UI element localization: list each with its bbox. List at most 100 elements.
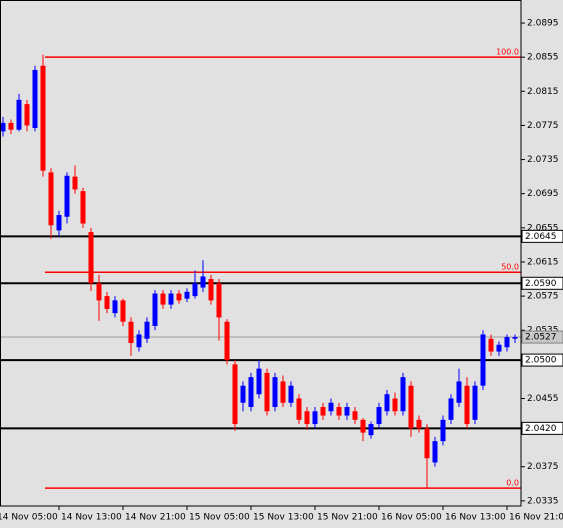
candle-body xyxy=(136,334,142,348)
x-tick-label: 15 Nov 13:00 xyxy=(253,513,314,523)
candle-body xyxy=(256,368,262,395)
candle-body xyxy=(112,300,118,314)
candle-body xyxy=(496,344,502,352)
candle-body xyxy=(288,385,294,403)
level-price-label: 2.0500 xyxy=(525,356,557,366)
axes: 2.03352.03752.04552.05352.05752.06152.06… xyxy=(521,19,563,506)
candle-body xyxy=(344,407,350,416)
level-price-box xyxy=(521,229,563,243)
candle-body xyxy=(16,99,22,130)
y-tick-label: 2.0375 xyxy=(527,462,559,472)
candle-body xyxy=(176,293,182,301)
fib-label: 100.0 xyxy=(496,48,519,57)
candle-body xyxy=(200,276,206,288)
candle-body xyxy=(456,381,462,403)
candle-body xyxy=(448,398,454,420)
candle-body xyxy=(488,338,494,352)
candle-body xyxy=(80,191,86,224)
candle-body xyxy=(48,172,54,226)
candle-body xyxy=(312,411,318,425)
candle-body xyxy=(424,428,430,459)
candle-body xyxy=(88,232,94,284)
candle-body xyxy=(408,385,414,429)
candle-body xyxy=(264,372,270,412)
y-tick-label: 2.0895 xyxy=(527,19,559,29)
candle-body xyxy=(320,407,326,416)
current-price-label: 2.0527 xyxy=(525,333,557,343)
x-tick-label: 16 Nov 13:00 xyxy=(445,513,506,523)
y-tick-label: 2.0615 xyxy=(527,257,559,267)
y-tick-label: 2.0455 xyxy=(527,394,559,404)
level-price-box xyxy=(521,421,563,435)
candle-body xyxy=(304,411,310,425)
candle-body xyxy=(352,411,358,420)
y-tick-label: 2.0695 xyxy=(527,189,559,199)
candle-body xyxy=(384,394,390,412)
candle-body xyxy=(216,283,222,318)
candle-body xyxy=(480,334,486,386)
x-tick-label: 16 Nov 21:00 xyxy=(509,513,563,523)
candle-body xyxy=(72,176,78,190)
candle-body xyxy=(232,364,238,425)
y-tick-label: 2.0855 xyxy=(527,53,559,63)
candle-body xyxy=(96,283,102,301)
y-tick-label: 2.0815 xyxy=(527,87,559,97)
y-tick-label: 2.0335 xyxy=(527,496,559,506)
candle-body xyxy=(224,321,230,361)
candle-body xyxy=(272,377,278,408)
candle-body xyxy=(208,279,214,301)
y-tick-label: 2.0655 xyxy=(527,223,559,233)
candle-body xyxy=(8,122,14,130)
candle-body xyxy=(64,175,70,217)
x-tick-label: 16 Nov 05:00 xyxy=(381,513,442,523)
candle-body xyxy=(32,69,38,128)
fib-label: 50.0 xyxy=(501,263,519,272)
plot-area: 100.0 50.0 0.0 xyxy=(0,48,521,489)
candle-body xyxy=(328,402,334,412)
candle-body xyxy=(464,385,470,425)
candle-body xyxy=(192,283,198,297)
candle-body xyxy=(504,337,510,348)
candle-body xyxy=(144,321,150,339)
candle-body xyxy=(336,407,342,416)
candle-body xyxy=(128,321,134,344)
candle-body xyxy=(24,104,30,126)
y-tick-label: 2.0735 xyxy=(527,155,559,165)
x-tick-label: 14 Nov 21:00 xyxy=(125,513,186,523)
candle-body xyxy=(184,291,190,299)
candle-body xyxy=(104,296,110,309)
candle-body xyxy=(168,293,174,305)
candle-body xyxy=(512,337,518,339)
candle-body xyxy=(472,385,478,420)
candle-body xyxy=(432,441,438,463)
candle-body xyxy=(280,381,286,403)
level-price-label: 2.0645 xyxy=(525,232,557,242)
x-tick-label: 15 Nov 05:00 xyxy=(189,513,250,523)
x-tick-label: 14 Nov 05:00 xyxy=(0,513,58,523)
level-price-label: 2.0420 xyxy=(525,424,557,434)
candle-body xyxy=(152,293,158,326)
x-tick-label: 15 Nov 21:00 xyxy=(317,513,378,523)
candle-body xyxy=(368,424,374,436)
candle-body xyxy=(160,293,166,305)
level-price-box xyxy=(521,353,563,367)
level-price-label: 2.0590 xyxy=(525,279,557,289)
y-tick-label: 2.0575 xyxy=(527,292,559,302)
candle-body xyxy=(120,300,126,322)
y-tick-label: 2.0775 xyxy=(527,121,559,131)
candle-body xyxy=(416,419,422,429)
candle-body xyxy=(248,377,254,408)
candle-body xyxy=(360,419,366,433)
level-price-box xyxy=(521,276,563,290)
candle-body xyxy=(296,398,302,420)
candle-body xyxy=(240,385,246,403)
x-tick-label: 14 Nov 13:00 xyxy=(61,513,122,523)
fib-label: 0.0 xyxy=(506,479,519,488)
candle-body xyxy=(40,65,46,171)
current-price-box xyxy=(521,330,563,344)
candle-body xyxy=(56,215,62,231)
candle-body xyxy=(440,419,446,442)
